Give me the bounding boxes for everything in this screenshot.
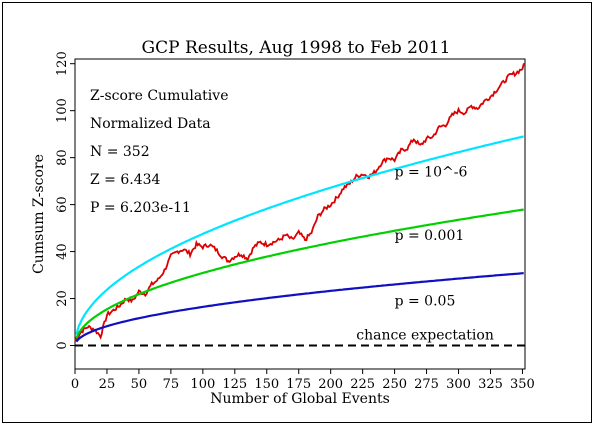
stats-line: Z-score Cumulative [90,88,228,104]
x-tick-label: 150 [254,377,279,392]
x-tick-label: 325 [478,377,503,392]
envelope-label: p = 0.001 [395,228,465,244]
cumulative-zscore-line [74,62,526,342]
x-tick-label: 25 [99,377,116,392]
y-tick-label: 120 [55,51,70,76]
stats-line: Normalized Data [90,116,211,132]
stats-block: Z-score Cumulative Normalized Data N = 352… [90,88,228,216]
chart-svg: GCP Results, Aug 1998 to Feb 2011 0 25 50 7… [31,38,535,407]
x-tick-label: 50 [131,377,148,392]
x-tick-label: 125 [222,377,247,392]
x-tick-label: 225 [350,377,375,392]
envelope-label: p = 10^-6 [395,164,468,180]
y-tick-label: 20 [55,290,70,307]
y-tick-label: 100 [55,98,70,123]
x-tick-label: 275 [414,377,439,392]
stats-line: N = 352 [90,144,150,160]
y-tick-label: 40 [55,243,70,260]
y-tick-label: 0 [55,341,70,349]
x-tick-label: 175 [286,377,311,392]
y-tick-label: 60 [55,196,70,213]
x-tick-label: 75 [163,377,180,392]
plot-area [74,58,526,370]
x-tick-label: 250 [382,377,407,392]
chance-label: chance expectation [356,328,494,344]
stats-line: Z = 6.434 [90,172,161,188]
y-axis-ticks: 0 20 40 60 80 100 120 [55,51,75,350]
x-tick-label: 300 [446,377,471,392]
chart-frame: GCP Results, Aug 1998 to Feb 2011 0 25 50 7… [2,2,592,423]
x-tick-label: 350 [510,377,535,392]
x-tick-label: 100 [190,377,215,392]
envelope-line [75,272,524,343]
series-lines [74,62,526,347]
envelope-line [75,135,524,335]
chart-title: GCP Results, Aug 1998 to Feb 2011 [142,38,451,58]
x-tick-label: 200 [318,377,343,392]
stats-line: P = 6.203e-11 [90,200,191,216]
y-tick-label: 80 [55,149,70,166]
x-axis-label: Number of Global Events [210,391,390,407]
envelope-label: p = 0.05 [395,294,456,310]
envelope-line [75,208,524,339]
x-tick-label: 0 [71,377,79,392]
x-axis-ticks: 0 25 50 75 100 125 150 175 200 225 250 275 300 325 350 [71,369,535,392]
series-labels: p = 10^-6 p = 0.001 p = 0.05 chance expecta… [356,164,494,343]
y-axis-label: Cumsum Z-score [31,154,47,274]
